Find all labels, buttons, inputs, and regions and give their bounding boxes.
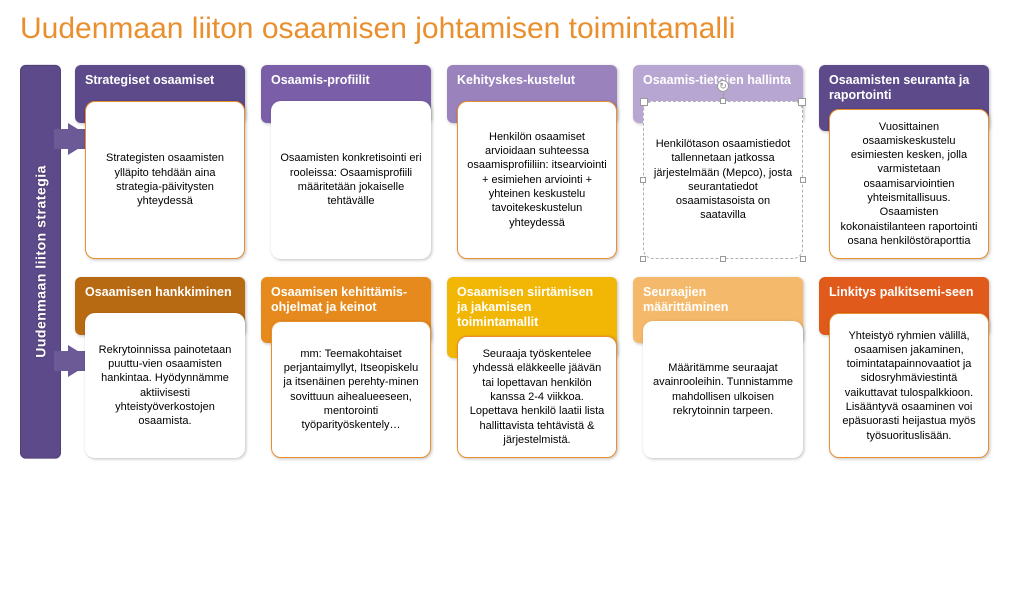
cell: Strategiset osaamisetStrategisten osaami… [75, 65, 245, 260]
cell: Osaamisen hankkiminenRekrytoinnissa pain… [75, 277, 245, 458]
cell-body: Seuraaja työskentelee yhdessä eläkkeelle… [457, 336, 617, 458]
cell: Osaamis-tietojen hallintaHenkilötason os… [633, 65, 803, 260]
cell-body: Määritämme seuraajat avainrooleihin. Tun… [643, 321, 803, 458]
diagram-layout: Uudenmaan liiton strategia Strategiset o… [20, 65, 989, 459]
cell-body[interactable]: Henkilötason osaamistiedot tallennetaan … [643, 101, 803, 260]
cell: Linkitys palkitsemi-seenYhteistyö ryhmie… [819, 277, 989, 458]
cell-body: Vuosittainen osaamiskeskustelu esimieste… [829, 109, 989, 260]
cell-body: Osaamisten konkretisointi eri rooleissa:… [271, 101, 431, 260]
sidebar-bar: Uudenmaan liiton strategia [20, 65, 61, 459]
sidebar-label: Uudenmaan liiton strategia [33, 165, 49, 358]
cell: Osaamisen siirtämisen ja jakamisen toimi… [447, 277, 617, 458]
page-title: Uudenmaan liiton osaamisen johtamisen to… [20, 12, 989, 47]
cell: Osaamis-profiilitOsaamisten konkretisoin… [261, 65, 431, 260]
cell-body: mm: Teemakohtaiset perjantaimyllyt, Itse… [271, 321, 431, 458]
cell-body: Rekrytoinnissa painotetaan puuttu-vien o… [85, 313, 245, 458]
sidebar: Uudenmaan liiton strategia [20, 65, 61, 459]
cell: Osaamisen kehittämis-ohjelmat ja keinotm… [261, 277, 431, 458]
rotate-handle-icon[interactable]: ↻ [717, 80, 729, 92]
cell: Kehityskes-kustelutHenkilön osaamiset ar… [447, 65, 617, 260]
cells-grid: Strategiset osaamisetStrategisten osaami… [75, 65, 989, 459]
cell-body: Yhteistyö ryhmien välillä, osaamisen jak… [829, 313, 989, 458]
cell-body: Strategisten osaamisten ylläpito tehdään… [85, 101, 245, 260]
cell-body: Henkilön osaamiset arvioidaan suhteessa … [457, 101, 617, 260]
cell: Osaamisten seuranta ja raportointiVuosit… [819, 65, 989, 260]
cell: Seuraajien määrittäminenMääritämme seura… [633, 277, 803, 458]
